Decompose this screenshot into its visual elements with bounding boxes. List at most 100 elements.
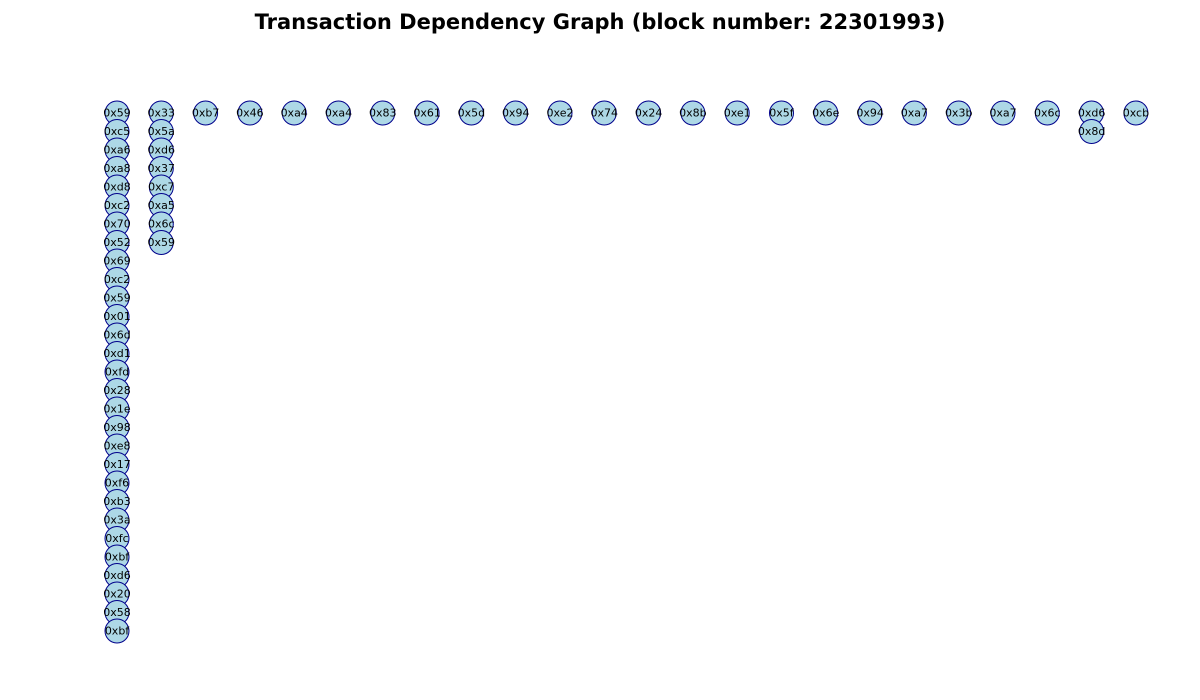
node-label: 0x94 [502,107,530,120]
node-label: 0x01 [103,310,131,323]
node-label: 0x20 [103,588,131,601]
node-circle [680,100,706,126]
node-circle [193,100,219,126]
node-label: 0x5a [148,125,175,138]
chart-title: Transaction Dependency Graph (block numb… [254,10,946,34]
node-label: 0x59 [148,236,176,249]
node-circle [813,100,839,126]
graph-node: 0xc7 [148,174,174,200]
graph-node: 0x6c [1034,100,1061,126]
graph-node: 0xa4 [325,100,352,126]
node-label: 0xd6 [148,144,176,157]
graph-node: 0x37 [148,156,176,181]
graph-node: 0xa7 [989,100,1017,126]
graph-node: 0x94 [856,100,884,126]
graph-node: 0xd6 [1078,100,1105,126]
node-circle [503,100,529,126]
node-label: 0xe1 [724,107,751,120]
node-circle [281,100,307,126]
graph-node: 0x6e [812,100,840,126]
node-label: 0x94 [856,107,884,120]
graph-node: 0x52 [103,230,131,255]
node-circle [1034,100,1060,126]
graph-node: 0xe8 [104,433,131,459]
node-label: 0xe8 [104,440,131,453]
node-label: 0xf6 [105,477,129,490]
graph-node: 0x70 [103,211,131,237]
graph-node: 0x5f [769,100,795,126]
node-circle [104,618,130,644]
node-label: 0x24 [635,107,663,120]
node-label: 0x8d [1078,125,1106,138]
graph-node: 0xa5 [148,193,175,218]
node-label: 0x8b [679,107,707,120]
node-label: 0x59 [103,107,131,120]
graph-node: 0xbf [104,544,130,570]
graph-node: 0xbf [104,618,130,644]
graph-node: 0x8b [679,100,707,126]
node-label: 0x6d [103,329,131,342]
node-label: 0x3b [945,107,973,120]
graph-node: 0xa7 [901,100,928,126]
graph-node: 0x1e [103,396,131,422]
node-label: 0x28 [103,384,131,397]
graph-node: 0x6c [148,211,175,237]
node-label: 0x61 [413,107,441,120]
graph-node: 0xe1 [724,100,751,126]
graph-node: 0x01 [103,304,131,329]
node-label: 0x83 [369,107,397,120]
node-circle [237,100,263,126]
node-label: 0x5f [769,107,795,120]
graph-node: 0x3b [945,100,973,126]
node-label: 0xe2 [547,107,574,120]
graph-node: 0x83 [369,100,397,126]
node-label: 0xc2 [104,273,130,286]
node-label: 0xc7 [148,181,174,194]
graph-node: 0x98 [103,415,131,440]
graph-node: 0x61 [413,100,441,126]
graph-node: 0xf6 [104,470,130,496]
graph-node: 0x58 [103,600,131,625]
graph-node: 0x5d [458,100,485,126]
graph-node: 0x74 [591,100,619,126]
node-circle [901,100,927,126]
node-label: 0xa7 [901,107,928,120]
graph-node: 0xc5 [104,119,130,144]
node-circle [724,100,750,126]
node-label: 0x59 [103,292,131,305]
node-label: 0xa4 [325,107,352,120]
node-circle [591,100,617,126]
node-circle [370,100,396,126]
node-label: 0x3a [103,514,130,527]
node-label: 0x70 [103,218,131,231]
graph-node: 0xfd [104,359,130,385]
node-circle [1123,100,1149,126]
graph-node: 0xe2 [547,100,574,126]
node-circle [857,100,883,126]
node-circle [458,100,484,126]
graph-node: 0x59 [103,100,131,126]
node-circle [636,100,662,126]
node-label: 0x74 [591,107,619,120]
node-label: 0xb7 [192,107,220,120]
node-label: 0xa7 [989,107,1016,120]
node-label: 0xa8 [103,162,130,175]
node-circle [1079,119,1105,144]
graph-node: 0x8d [1078,119,1106,144]
node-circle [547,100,573,126]
graph-node: 0x33 [148,100,175,126]
node-label: 0x6e [812,107,840,120]
node-label: 0xa5 [148,199,175,212]
graph-node: 0xb3 [103,489,131,514]
node-circle [769,100,794,126]
node-label: 0xa4 [281,107,308,120]
graph-node: 0xc2 [104,267,130,292]
node-circle [990,100,1016,126]
node-label: 0xcb [1123,107,1149,120]
graph-node: 0x17 [103,452,131,477]
node-label: 0x37 [148,162,176,175]
graph-node: 0x5a [148,119,175,144]
graph-node: 0xa6 [103,137,131,163]
graph-node: 0x6d [103,322,131,348]
